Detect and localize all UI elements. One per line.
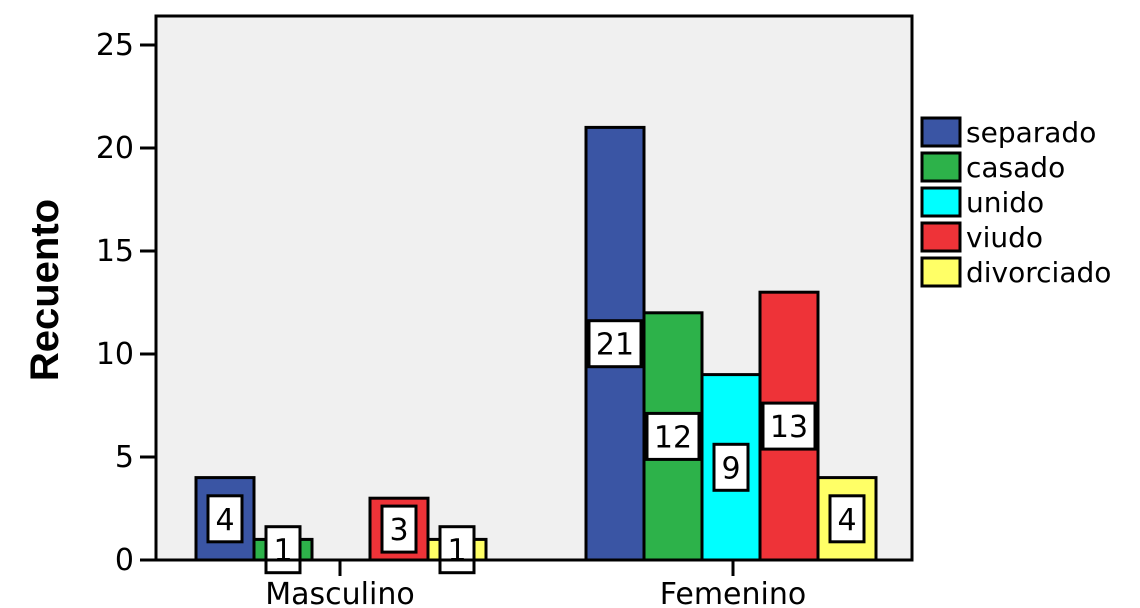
- y-tick-label: 20: [96, 131, 134, 166]
- legend-swatch-divorciado: [920, 256, 962, 288]
- y-tick-label: 0: [115, 543, 134, 578]
- y-tick-label: 25: [96, 28, 134, 63]
- x-axis-categories: Masculino Femenino: [265, 560, 806, 608]
- bars-layer: 4 21 1 12 9 3 13 1 4: [194, 125, 878, 575]
- data-label: 4: [215, 503, 234, 538]
- data-label: 3: [389, 513, 408, 548]
- legend-label-separado: separado: [966, 116, 1096, 149]
- y-axis-label: Recuento: [23, 199, 67, 381]
- data-label: 1: [273, 534, 292, 569]
- data-label: 21: [596, 328, 634, 363]
- legend-label-viudo: viudo: [966, 221, 1043, 254]
- data-label: 1: [447, 534, 466, 569]
- x-category-label: Femenino: [660, 577, 806, 608]
- data-label-box: [828, 494, 866, 544]
- legend-label-casado: casado: [966, 151, 1065, 184]
- data-label-box: [206, 494, 244, 544]
- data-label-box: [264, 525, 302, 575]
- y-axis-ticks: 0 5 10 15 20 25: [96, 28, 156, 578]
- legend-swatch-unido: [920, 186, 962, 218]
- y-tick-label: 15: [96, 234, 134, 269]
- data-label: 9: [721, 451, 740, 486]
- x-category-label: Masculino: [265, 577, 414, 608]
- data-label: 13: [770, 410, 808, 445]
- data-label-box: [712, 442, 750, 492]
- data-label-box: [761, 401, 817, 451]
- legend-swatch-casado: [920, 151, 962, 183]
- y-tick-label: 10: [96, 337, 134, 372]
- data-label: 12: [654, 420, 692, 455]
- legend-swatch-separado: [920, 116, 962, 148]
- legend-label-unido: unido: [966, 186, 1044, 219]
- legend-label-divorciado: divorciado: [966, 256, 1111, 289]
- y-tick-label: 5: [115, 440, 134, 475]
- data-label: 4: [837, 503, 856, 538]
- data-label-box: [438, 525, 476, 575]
- data-label-box: [645, 411, 701, 461]
- data-label-box: [380, 504, 418, 554]
- legend-swatch-viudo: [920, 221, 962, 253]
- data-label-box: [587, 319, 643, 369]
